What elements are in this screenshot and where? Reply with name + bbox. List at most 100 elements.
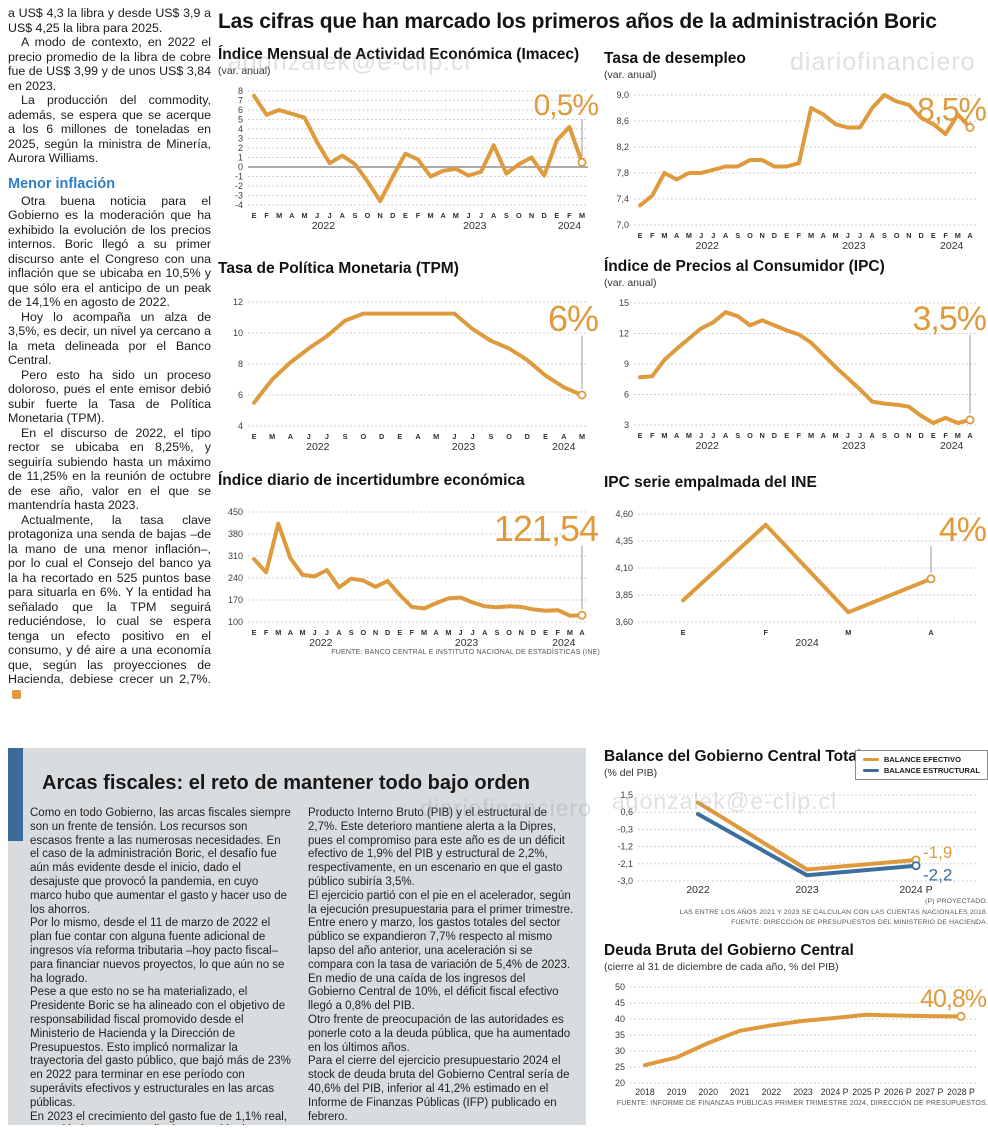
svg-text:7,0: 7,0 (616, 220, 629, 230)
svg-text:D: D (542, 211, 547, 220)
svg-text:D: D (918, 231, 923, 240)
article-part2: Otra buena noticia para el Gobierno es l… (8, 194, 211, 702)
svg-text:J: J (479, 211, 483, 220)
fiscal-column-1: Como en todo Gobierno, las arcas fiscale… (30, 807, 292, 1125)
svg-text:2022: 2022 (686, 884, 710, 896)
svg-text:E: E (638, 231, 643, 240)
paragraph: Actualmente, la tasa clave protagoniza u… (8, 513, 211, 702)
svg-text:2023: 2023 (842, 240, 866, 251)
tpm-line-chart: 12 10 8 6 4 E M A J J S O D E A M J J S O D E A M 2022 2023 2024 6% (218, 290, 600, 453)
chart-subtitle: (cierre al 31 de diciembre de cada año, … (604, 961, 839, 973)
svg-text:6: 6 (238, 105, 243, 115)
svg-text:A: A (579, 628, 585, 637)
svg-text:F: F (797, 431, 802, 440)
svg-text:A: A (441, 211, 447, 220)
svg-text:45: 45 (615, 998, 625, 1008)
svg-text:A: A (288, 628, 294, 637)
svg-text:D: D (379, 432, 384, 441)
svg-text:M: M (275, 628, 281, 637)
svg-text:D: D (772, 231, 777, 240)
svg-text:F: F (264, 628, 269, 637)
svg-text:J: J (466, 211, 470, 220)
svg-text:2: 2 (238, 143, 243, 153)
svg-text:M: M (686, 231, 692, 240)
svg-text:M: M (661, 431, 667, 440)
chart-block-deuda: Deuda Bruta del Gobierno Central (cierre… (604, 942, 988, 1107)
chart-subtitle: (var. anual) (604, 69, 657, 81)
svg-text:25: 25 (615, 1062, 625, 1072)
svg-text:M: M (833, 231, 839, 240)
deuda-line-chart: 50 45 40 35 30 25 20 2018 2019 2020 2021 2022 2023 20… (604, 975, 988, 1099)
paragraph: Para el cierre del ejercicio presupuesta… (308, 1055, 570, 1123)
footnote-line: LAS ENTRE LOS AÑOS 2021 Y 2023 SE CALCUL… (679, 908, 988, 916)
svg-text:S: S (349, 628, 354, 637)
svg-text:A: A (674, 431, 680, 440)
svg-text:-1,2: -1,2 (617, 842, 633, 852)
paragraph: a US$ 4,3 la libra y desde US$ 3,9 a US$… (8, 6, 211, 35)
svg-text:M: M (808, 231, 814, 240)
svg-text:J: J (699, 431, 703, 440)
svg-text:D: D (531, 628, 536, 637)
svg-text:380: 380 (228, 529, 243, 539)
svg-text:M: M (567, 628, 573, 637)
paragraph: En medio de una caída de los ingresos de… (308, 972, 559, 1013)
svg-text:-3: -3 (235, 191, 243, 201)
svg-text:J: J (711, 231, 715, 240)
chart-block-ipc: Índice de Precios al Consumidor (IPC) (v… (604, 258, 988, 452)
chart-subtitle: (var. anual) (604, 277, 657, 289)
svg-text:A: A (723, 231, 729, 240)
svg-text:-1: -1 (235, 172, 243, 182)
paragraph: Otra buena noticia para el Gobierno es l… (8, 193, 211, 310)
svg-text:M: M (433, 432, 439, 441)
svg-text:J: J (315, 211, 319, 220)
svg-text:-4: -4 (235, 200, 243, 210)
balance-line-chart: 1,5 0,6 -0,3 -1,2 -2,1 -3,0 2022 2023 2024 P -1,9… (604, 783, 988, 897)
svg-text:2023: 2023 (842, 440, 866, 451)
svg-text:J: J (471, 628, 475, 637)
svg-text:2024: 2024 (558, 220, 582, 231)
svg-text:M: M (428, 211, 434, 220)
svg-text:9,0: 9,0 (616, 90, 629, 100)
svg-text:M: M (445, 628, 451, 637)
svg-text:O: O (360, 432, 366, 441)
svg-text:A: A (336, 628, 342, 637)
svg-text:5: 5 (238, 115, 243, 125)
svg-text:8,2: 8,2 (616, 142, 629, 152)
svg-text:0: 0 (238, 162, 243, 172)
svg-text:E: E (252, 628, 257, 637)
svg-text:D: D (772, 431, 777, 440)
svg-text:1,5: 1,5 (620, 790, 633, 800)
svg-text:20: 20 (615, 1078, 625, 1088)
svg-text:M: M (661, 231, 667, 240)
article-end-mark-icon (12, 689, 21, 699)
svg-text:A: A (491, 211, 497, 220)
main-headline: Las cifras que han marcado los primeros … (218, 10, 937, 33)
svg-text:2022: 2022 (696, 240, 720, 251)
svg-text:O: O (365, 211, 371, 220)
svg-text:E: E (543, 432, 548, 441)
svg-text:2022: 2022 (306, 441, 330, 452)
paragraph: Hoy lo acompaña un alza de 3,5%, es deci… (8, 309, 211, 368)
svg-text:F: F (943, 231, 948, 240)
chart-block-imacec: Índice Mensual de Actividad Económica (I… (218, 46, 600, 232)
svg-text:J: J (699, 231, 703, 240)
svg-text:2018: 2018 (635, 1087, 655, 1097)
svg-text:4: 4 (238, 124, 243, 134)
svg-text:M: M (421, 628, 427, 637)
chart-title: Índice de Precios al Consumidor (IPC) (604, 258, 885, 275)
svg-text:-3,0: -3,0 (617, 876, 633, 886)
svg-text:7: 7 (238, 96, 243, 106)
ipc-ine-svg: 4,60 4,35 4,10 3,85 3,60 E F M A 2024 4% (615, 509, 987, 649)
chart-source: FUENTE: INFORME DE FINANZAS PÚBLICAS PRI… (616, 1100, 988, 1107)
svg-text:A: A (674, 231, 680, 240)
svg-text:J: J (325, 628, 329, 637)
chart-subtitle: (var. anual) (218, 65, 271, 77)
svg-text:A: A (288, 432, 294, 441)
svg-text:-1,9: -1,9 (923, 843, 952, 862)
svg-text:E: E (931, 231, 936, 240)
svg-text:2023: 2023 (463, 220, 487, 231)
svg-text:F: F (943, 431, 948, 440)
svg-text:30: 30 (615, 1046, 625, 1056)
chart-title: Índice diario de incertidumbre económica (218, 472, 525, 489)
